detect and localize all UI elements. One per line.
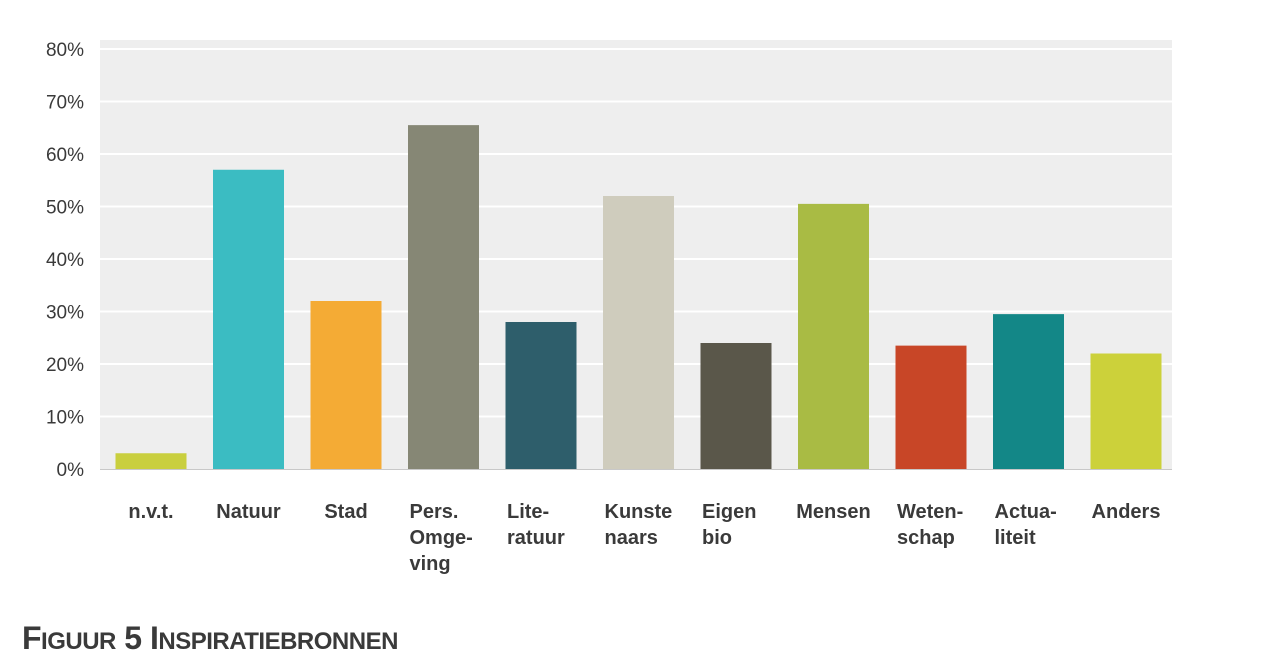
caption-part: 5 I: [115, 620, 159, 656]
x-tick-label: Actua-liteit: [995, 501, 1057, 549]
x-tick-label: Eigen bio: [702, 501, 756, 549]
y-tick-label: 50%: [46, 198, 84, 219]
bar: [798, 203, 869, 469]
x-tick-label: Natuur: [216, 501, 281, 523]
x-tick-label: Anders: [1092, 501, 1161, 523]
y-tick-label: 10%: [46, 408, 84, 429]
bar: [115, 453, 187, 469]
bar-chart: 0% 10% 20% 30% 40% 50% 60% 70% 80% n.v.t. Natuur S…: [46, 40, 1172, 575]
caption-part: F: [22, 620, 42, 656]
bars: [115, 125, 1162, 469]
x-tick-label: Weten-schap: [897, 501, 963, 549]
y-tick-label: 70%: [46, 93, 84, 114]
x-tick-label: Kunste naars: [605, 501, 673, 549]
caption-part: IGUUR: [41, 628, 116, 655]
bar: [310, 301, 382, 469]
bar: [700, 343, 772, 469]
y-tick-label: 40%: [46, 250, 84, 271]
x-tick-label: Mensen: [796, 501, 870, 523]
bar: [1090, 353, 1162, 469]
bar: [993, 314, 1064, 469]
y-tick-label: 0%: [57, 460, 85, 481]
y-tick-label: 20%: [46, 355, 84, 376]
bar: [408, 125, 479, 469]
y-tick-label: 30%: [46, 303, 84, 324]
x-tick-label: Stad: [324, 501, 367, 523]
y-tick-label: 60%: [46, 145, 84, 166]
x-axis-labels: n.v.t. Natuur Stad Pers. Omge-ving Lite-ratuu…: [128, 501, 1160, 575]
bar: [505, 322, 577, 469]
x-tick-label: n.v.t.: [128, 501, 173, 523]
bar: [895, 345, 967, 469]
bar: [213, 169, 284, 469]
y-tick-label: 80%: [46, 40, 84, 61]
x-tick-label: Lite-ratuur: [507, 501, 565, 549]
bar: [603, 196, 674, 469]
y-axis: 0% 10% 20% 30% 40% 50% 60% 70% 80%: [46, 40, 84, 481]
figure-caption: FIGUUR 5 INSPIRATIEBRONNEN: [22, 620, 398, 657]
caption-part: NSPIRATIEBRONNEN: [158, 628, 398, 655]
x-tick-label: Pers. Omge-ving: [410, 501, 473, 575]
